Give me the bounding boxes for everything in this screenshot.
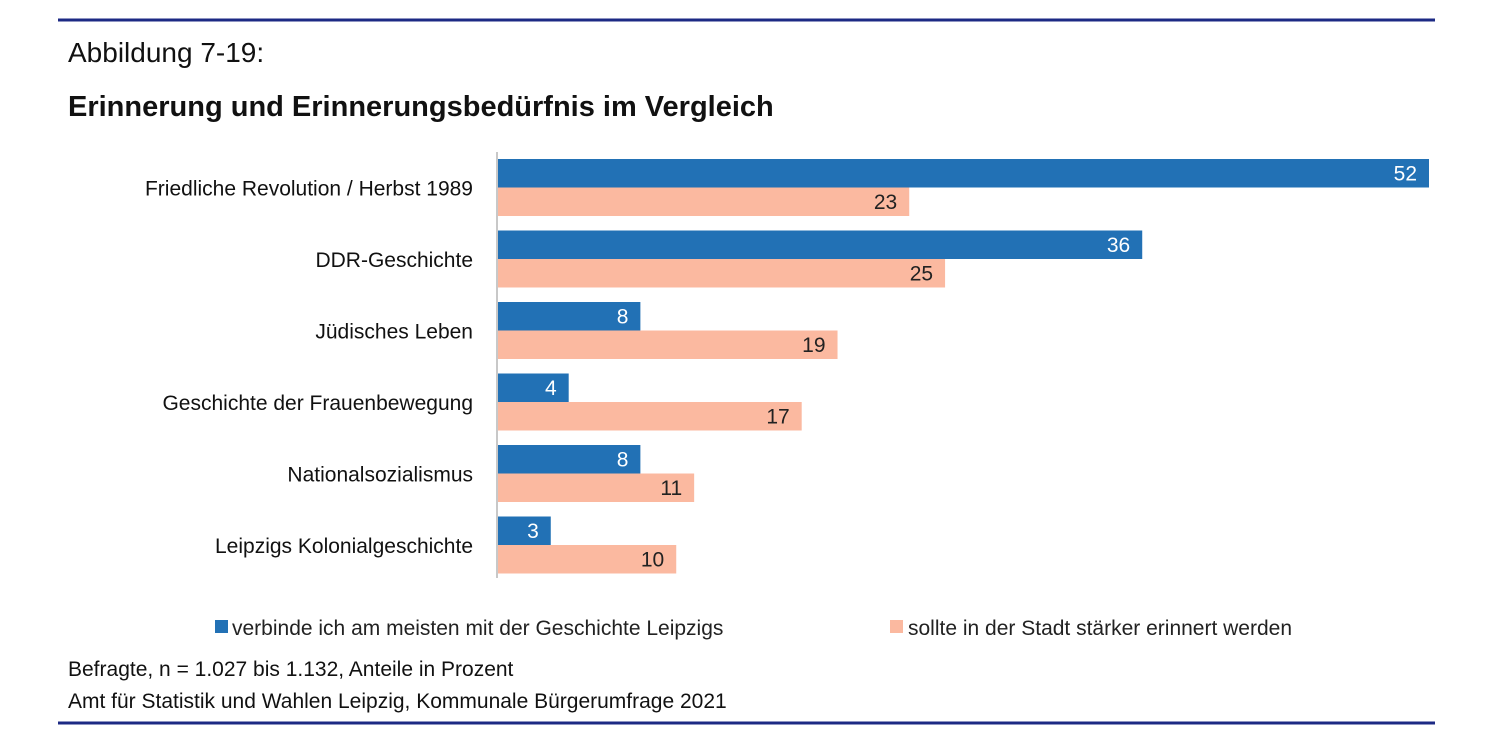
- bar-series-1: [497, 516, 551, 545]
- data-label-series-2: 11: [660, 477, 682, 500]
- category-label: Jüdisches Leben: [315, 321, 473, 344]
- data-label-series-2: 10: [641, 548, 664, 571]
- chart-title: Erinnerung und Erinnerungsbedürfnis im V…: [68, 91, 774, 123]
- category-label: Friedliche Revolution / Herbst 1989: [145, 178, 473, 201]
- figure-number: Abbildung 7-19:: [68, 37, 264, 68]
- bar-series-1: [497, 445, 641, 474]
- category-label: DDR-Geschichte: [315, 249, 473, 272]
- legend-swatch-series-2: [890, 620, 903, 633]
- bar-series-2: [497, 473, 695, 502]
- category-label: Leipzigs Kolonialgeschichte: [215, 535, 473, 558]
- bar-series-2: [497, 187, 910, 216]
- data-label-series-1: 3: [527, 520, 539, 543]
- bar-series-1: [497, 373, 569, 402]
- bar-series-2: [497, 402, 802, 431]
- bar-series-1: [497, 159, 1429, 188]
- bars-group: Friedliche Revolution / Herbst 1989 52 23 D…: [145, 159, 1429, 574]
- bar-series-2: [497, 330, 838, 359]
- bar-series-1: [497, 302, 641, 331]
- legend-label-series-1: verbinde ich am meisten mit der Geschich…: [232, 617, 723, 640]
- bar-series-2: [497, 545, 677, 574]
- footnote-sample: Befragte, n = 1.027 bis 1.132, Anteile i…: [68, 658, 514, 681]
- category-label: Geschichte der Frauenbewegung: [162, 392, 473, 415]
- data-label-series-1: 4: [545, 377, 557, 400]
- data-label-series-1: 52: [1394, 162, 1417, 185]
- legend-swatch-series-1: [215, 620, 228, 633]
- bar-series-2: [497, 259, 946, 288]
- data-label-series-2: 25: [910, 262, 933, 285]
- data-label-series-1: 36: [1107, 234, 1130, 257]
- legend-label-series-2: sollte in der Stadt stärker erinnert wer…: [908, 617, 1292, 640]
- data-label-series-2: 19: [802, 334, 825, 357]
- footnote-source: Amt für Statistik und Wahlen Leipzig, Ko…: [68, 690, 727, 713]
- category-label: Nationalsozialismus: [287, 464, 473, 487]
- data-label-series-1: 8: [617, 448, 629, 471]
- bar-series-1: [497, 230, 1143, 259]
- data-label-series-1: 8: [617, 305, 629, 328]
- data-label-series-2: 23: [874, 191, 897, 214]
- data-label-series-2: 17: [766, 405, 789, 428]
- legend: verbinde ich am meisten mit der Geschich…: [215, 617, 1292, 640]
